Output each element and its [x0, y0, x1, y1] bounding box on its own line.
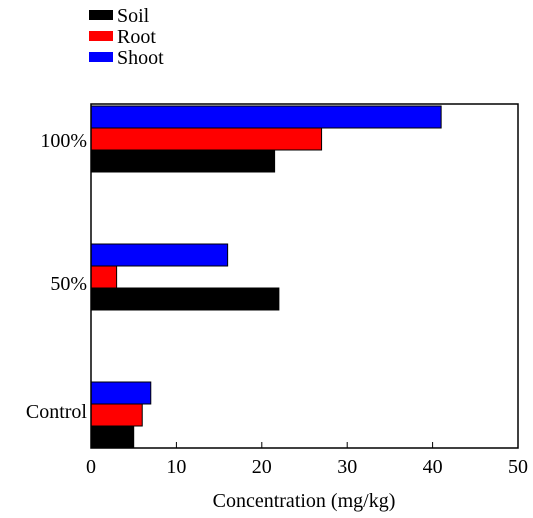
- bar-shoot-50pct: [90, 243, 229, 267]
- x-axis: 0 10 20 30 40 50: [86, 442, 528, 478]
- bar-soil-50pct: [90, 287, 280, 311]
- y-tick-label: Control: [26, 401, 88, 423]
- legend-label-soil: Soil: [117, 5, 150, 27]
- y-axis: Control 50% 100%: [26, 130, 88, 423]
- legend-swatch-soil: [89, 10, 113, 20]
- x-tick-label: 0: [86, 456, 96, 478]
- bar-root-100pct: [90, 127, 323, 151]
- x-tick-label: 30: [337, 456, 357, 478]
- legend-label-root: Root: [117, 26, 156, 48]
- bar-root-50pct: [90, 265, 118, 289]
- plot-frame: [90, 103, 519, 449]
- legend-swatch-shoot: [89, 52, 113, 62]
- x-tick-label: 40: [423, 456, 443, 478]
- bar-shoot-100pct: [90, 105, 442, 129]
- x-axis-label: Concentration (mg/kg): [213, 490, 396, 512]
- y-tick-label: 50%: [50, 273, 87, 295]
- bar-shoot-control: [90, 381, 152, 405]
- legend-swatch-root: [89, 31, 113, 41]
- legend-label-shoot: Shoot: [117, 47, 164, 69]
- y-tick-label: 100%: [40, 130, 87, 152]
- x-tick-label: 20: [252, 456, 272, 478]
- x-tick-label: 50: [508, 456, 528, 478]
- bar-root-control: [90, 403, 143, 427]
- bars: [90, 105, 442, 449]
- bar-soil-control: [90, 425, 135, 449]
- bar-soil-100pct: [90, 149, 276, 173]
- x-tick-label: 10: [166, 456, 186, 478]
